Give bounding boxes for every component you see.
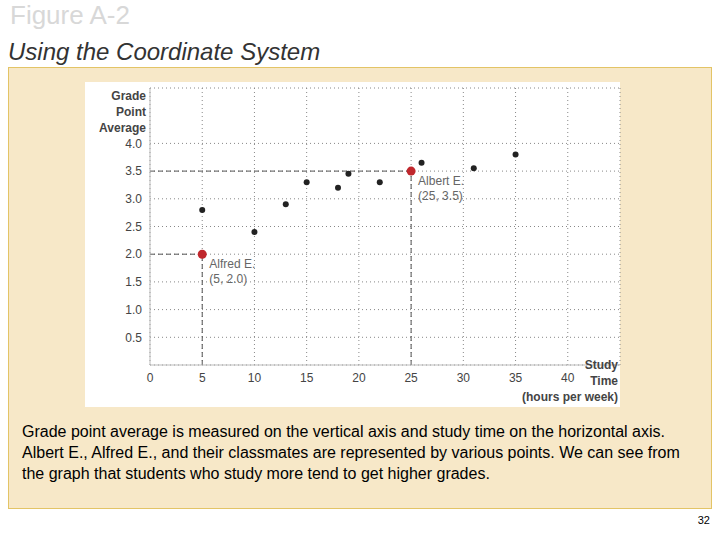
html-text:Using the Coordinate System: Using the Coordinate System: [8, 38, 321, 65]
html-text:Time: Time: [590, 374, 618, 388]
svg-text:40: 40: [561, 371, 575, 385]
html-text:32: 32: [697, 514, 710, 526]
svg-text:Alfred E.: Alfred E.: [209, 257, 255, 271]
html-text:Study: Study: [584, 358, 618, 372]
svg-text:Albert E.: Albert E.: [418, 174, 464, 188]
svg-text:5: 5: [199, 371, 206, 385]
svg-text:0: 0: [147, 371, 154, 385]
svg-text:30: 30: [457, 371, 471, 385]
svg-text:2.5: 2.5: [125, 220, 142, 234]
html-text:Figure A-2: Figure A-2: [10, 0, 130, 30]
html-text:Grade point average is measure: Grade point average is measured on the v…: [22, 423, 680, 482]
svg-text:2.0: 2.0: [125, 247, 142, 261]
html-text:Average: Average: [99, 121, 146, 135]
svg-text:0.5: 0.5: [125, 331, 142, 345]
html-text:Point: Point: [116, 105, 146, 119]
svg-text:(25, 3.5): (25, 3.5): [418, 189, 463, 203]
svg-text:3.5: 3.5: [125, 164, 142, 178]
svg-text:4.0: 4.0: [125, 137, 142, 151]
svg-text:25: 25: [404, 371, 418, 385]
html-text:(hours per week): (hours per week): [522, 390, 618, 404]
svg-text:1.5: 1.5: [125, 275, 142, 289]
svg-text:10: 10: [248, 371, 262, 385]
svg-text:15: 15: [300, 371, 314, 385]
svg-text:1.0: 1.0: [125, 303, 142, 317]
svg-text:20: 20: [352, 371, 366, 385]
svg-text:(5, 2.0): (5, 2.0): [209, 272, 247, 286]
svg-text:35: 35: [509, 371, 523, 385]
html-text:Grade: Grade: [111, 89, 146, 103]
svg-text:3.0: 3.0: [125, 192, 142, 206]
